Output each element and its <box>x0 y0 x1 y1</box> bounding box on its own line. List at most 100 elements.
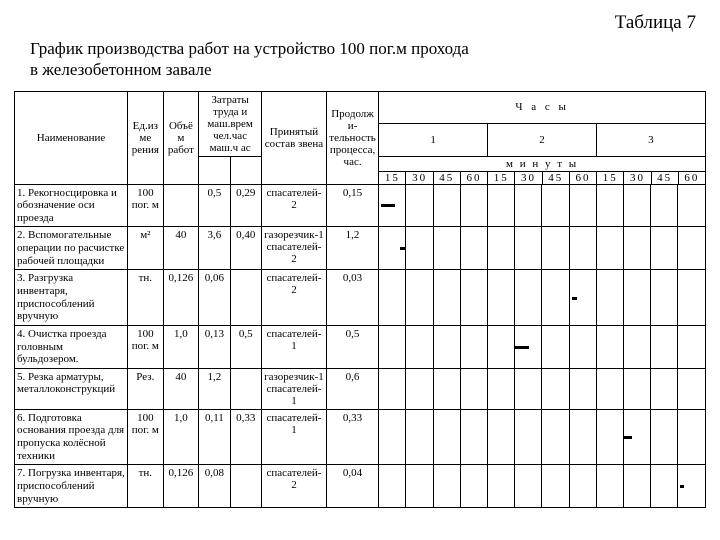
gantt-cell <box>433 409 460 465</box>
gantt-cell <box>515 184 542 227</box>
gantt-cell <box>488 465 515 508</box>
th-m45: 45 <box>543 172 570 184</box>
gantt-cell <box>460 270 487 326</box>
labor-b-cell: 0,29 <box>230 184 261 227</box>
gantt-cell <box>596 325 623 368</box>
labor-a-cell: 1,2 <box>199 368 230 409</box>
gantt-cell <box>542 270 569 326</box>
gantt-cell <box>460 368 487 409</box>
table-body: 1. Рекогносцировка и обозначение оси про… <box>15 184 706 508</box>
name: 1. Рекогносцировка и обозначение оси про… <box>15 184 128 227</box>
gantt-cell <box>433 227 460 270</box>
labor-b-cell: 0,40 <box>230 227 261 270</box>
labor-b-cell <box>230 465 261 508</box>
labor-a-cell: 0,06 <box>199 270 230 326</box>
th-minutes-row: м и н у т ы 15 30 45 60 15 30 45 60 15 3… <box>379 156 706 184</box>
gantt-cell <box>433 270 460 326</box>
gantt-cell <box>624 325 651 368</box>
th-duration: Продолжи- тельность процесса, час. <box>326 91 378 184</box>
gantt-cell <box>678 184 706 227</box>
gantt-cell <box>379 465 406 508</box>
gantt-cell <box>596 184 623 227</box>
crew-cell: газорезчик-1 спасателей-2 <box>262 227 327 270</box>
duration-cell: 0,6 <box>326 368 378 409</box>
th-m15: 15 <box>597 172 624 184</box>
gantt-cell <box>678 368 706 409</box>
gantt-cell <box>515 409 542 465</box>
th-m15: 15 <box>488 172 515 184</box>
gantt-bar <box>572 297 577 300</box>
gantt-cell <box>460 325 487 368</box>
gantt-cell <box>488 368 515 409</box>
gantt-bar <box>624 436 632 439</box>
gantt-cell <box>678 270 706 326</box>
gantt-cell <box>406 409 433 465</box>
duration-cell: 0,15 <box>326 184 378 227</box>
gantt-cell <box>569 409 596 465</box>
gantt-cell <box>379 227 406 270</box>
volume-cell: 1,0 <box>163 409 199 465</box>
name: 7. Погрузка инвентаря, приспособлений вр… <box>15 465 128 508</box>
gantt-cell <box>651 184 678 227</box>
name: 4. Очистка проезда головным бульдозером. <box>15 325 128 368</box>
gantt-cell <box>651 270 678 326</box>
gantt-cell <box>569 227 596 270</box>
gantt-cell <box>624 465 651 508</box>
unit-cell: 100 пог. м <box>128 409 164 465</box>
labor-b-cell <box>230 270 261 326</box>
gantt-cell <box>488 270 515 326</box>
crew-cell: спасателей-1 <box>262 325 327 368</box>
th-m15: 15 <box>379 172 406 184</box>
gantt-cell <box>406 465 433 508</box>
th-hours: Ч а с ы <box>379 91 706 124</box>
duration-cell: 1,2 <box>326 227 378 270</box>
table-header: Наименование Ед.изме рения Объём работ З… <box>15 91 706 184</box>
unit-cell: тн. <box>128 465 164 508</box>
crew-cell: спасателей-2 <box>262 465 327 508</box>
labor-b-cell: 0,33 <box>230 409 261 465</box>
gantt-cell <box>596 368 623 409</box>
th-minutes: м и н у т ы <box>379 157 705 172</box>
gantt-cell <box>542 465 569 508</box>
crew-cell: спасателей-2 <box>262 270 327 326</box>
gantt-cell <box>406 227 433 270</box>
gantt-cell <box>379 325 406 368</box>
gantt-cell <box>379 270 406 326</box>
gantt-cell <box>515 368 542 409</box>
name: 6. Подготовка основания проезда для проп… <box>15 409 128 465</box>
duration-cell: 0,5 <box>326 325 378 368</box>
gantt-cell <box>460 184 487 227</box>
th-m45: 45 <box>434 172 461 184</box>
gantt-cell <box>406 270 433 326</box>
th-crew: Принятый состав звена <box>262 91 327 184</box>
labor-a-cell: 3,6 <box>199 227 230 270</box>
gantt-cell <box>569 184 596 227</box>
unit-cell: 100 пог. м <box>128 325 164 368</box>
table-row: 1. Рекогносцировка и обозначение оси про… <box>15 184 706 227</box>
gantt-cell <box>596 270 623 326</box>
gantt-cell <box>678 325 706 368</box>
th-m30: 30 <box>624 172 651 184</box>
volume-cell: 40 <box>163 227 199 270</box>
gantt-bar <box>680 485 685 488</box>
gantt-cell <box>433 465 460 508</box>
table-row: 3. Разгрузка инвентаря, приспособлений в… <box>15 270 706 326</box>
gantt-cell <box>433 368 460 409</box>
duration-cell: 0,03 <box>326 270 378 326</box>
th-unit: Ед.изме рения <box>128 91 164 184</box>
unit-cell: Рез. <box>128 368 164 409</box>
gantt-cell <box>624 368 651 409</box>
th-volume: Объём работ <box>163 91 199 184</box>
th-m60: 60 <box>570 172 597 184</box>
gantt-cell <box>406 368 433 409</box>
gantt-bar <box>381 204 395 207</box>
gantt-cell <box>542 368 569 409</box>
gantt-cell <box>596 465 623 508</box>
name: 5. Резка арматуры, металлоконструкций <box>15 368 128 409</box>
th-name: Наименование <box>15 91 128 184</box>
duration-cell: 0,33 <box>326 409 378 465</box>
table-row: 7. Погрузка инвентаря, приспособлений вр… <box>15 465 706 508</box>
gantt-cell <box>460 409 487 465</box>
gantt-cell <box>678 409 706 465</box>
th-hour-1: 1 <box>379 124 488 157</box>
